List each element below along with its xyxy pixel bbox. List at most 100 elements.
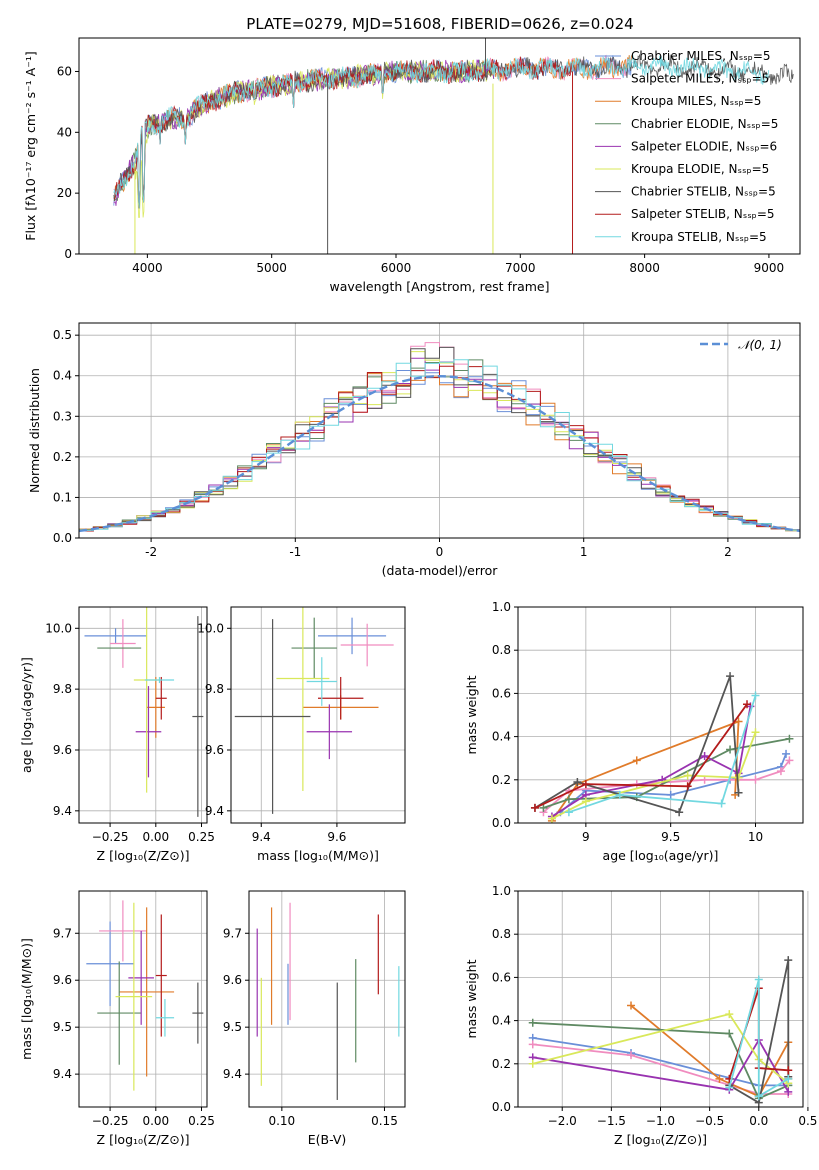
x-tick-label: 0.25 — [188, 830, 215, 844]
gaussian-curve — [79, 374, 800, 533]
y-tick-label: 0.5 — [53, 328, 72, 342]
y-tick-label: 9.8 — [205, 682, 224, 696]
mass-vs-metallicity-panel: −0.25 0.00 0.25 9.4 9.5 9.6 9.7 Z [log₁₀(Z/Z⊙)]… — [19, 890, 215, 1147]
y-tick-label: 0.6 — [492, 970, 511, 984]
legend-label-gaussian: 𝒩(0, 1) — [738, 338, 782, 352]
series-marker-chabrier-stelib — [784, 956, 793, 965]
plot-area — [234, 607, 394, 814]
series-marker-salpeter-miles — [785, 756, 794, 765]
series-marker-salpeter-stelib — [784, 1066, 793, 1075]
series-line-chabrier-stelib — [728, 959, 790, 1105]
axes-frame — [517, 606, 804, 824]
x-axis-label: wavelength [Angstrom, rest frame] — [329, 279, 549, 294]
series-marker-salpeter-miles — [776, 767, 785, 776]
series-marker-salpeter-elodie — [784, 1087, 793, 1096]
y-tick-label: 9.6 — [53, 743, 72, 757]
x-tick-label: 1 — [580, 545, 588, 559]
spectrum-panel: 4000 5000 6000 7000 8000 9000 0 20 40 60 wavelengt… — [23, 37, 801, 294]
x-tick-label: 0 — [436, 545, 444, 559]
series-marker-salpeter-stelib — [581, 780, 590, 789]
y-tick-label: 0.0 — [492, 816, 511, 830]
series-line-salpeter-stelib — [534, 703, 748, 809]
series-marker-chabrier-stelib — [734, 788, 743, 797]
x-tick-label: 2 — [724, 545, 732, 559]
y-tick-label: 10.0 — [197, 621, 224, 635]
y-tick-label: 0 — [64, 247, 72, 261]
y-tick-label: 0.0 — [492, 1100, 511, 1114]
x-tick-label: −1.0 — [646, 1114, 675, 1128]
legend-label-salpeter-stelib: Salpeter STELIB, Nₛₛₚ=5 — [631, 207, 775, 221]
x-axis-label: age [log₁₀(age/yr)] — [603, 848, 719, 863]
x-tick-label: 9000 — [754, 261, 785, 275]
y-tick-label: 0.0 — [53, 531, 72, 545]
axes-frame — [230, 606, 406, 824]
y-axis-label: mass [log₁₀(M/M⊙)] — [19, 938, 34, 1060]
y-tick-label: 20 — [57, 186, 72, 200]
series-marker-salpeter-stelib — [743, 700, 752, 709]
y-tick-label: 0.2 — [492, 773, 511, 787]
x-tick-label: 4000 — [132, 261, 163, 275]
plot-area — [79, 342, 800, 538]
spectrum-line-kroupa-stelib — [113, 54, 770, 209]
y-tick-label: 9.6 — [205, 743, 224, 757]
y-tick-label: 9.5 — [223, 1020, 242, 1034]
series-marker-kroupa-elodie — [725, 1010, 734, 1019]
x-tick-label: -1 — [289, 545, 301, 559]
series-marker-salpeter-miles — [528, 1040, 537, 1049]
series-marker-kroupa-stelib — [725, 1083, 734, 1092]
series-line-chabrier-stelib — [534, 675, 740, 814]
age-vs-metallicity-panel: −0.25 0.00 0.25 9.4 9.6 9.8 10.0 Z [log₁₀(Z/Z⊙)… — [19, 606, 215, 863]
x-tick-label: 10 — [748, 830, 763, 844]
y-axis-label: mass weight — [464, 675, 479, 754]
y-tick-label: 0.4 — [492, 730, 511, 744]
mass-weight-vs-age-panel: 9 9.5 10 0.0 0.2 0.4 0.6 0.8 1.0 age [log₁₀(age/y… — [464, 600, 804, 863]
series-line-kroupa-elodie — [551, 731, 757, 820]
series-marker-chabrier-elodie — [726, 745, 735, 754]
series-marker-kroupa-elodie — [683, 771, 692, 780]
series-marker-kroupa-stelib — [784, 1074, 793, 1083]
x-tick-label: −1.5 — [597, 1114, 626, 1128]
x-tick-label: 9.6 — [327, 830, 346, 844]
y-tick-label: 1.0 — [492, 600, 511, 614]
y-tick-label: 9.5 — [53, 1020, 72, 1034]
series-marker-kroupa-stelib — [754, 1092, 763, 1101]
spectrum-line-chabrier-stelib — [113, 54, 794, 209]
mass-vs-ebv-panel: 0.10 0.15 9.4 9.5 9.6 9.7 E(B-V) — [223, 890, 406, 1147]
x-tick-label: 5000 — [256, 261, 287, 275]
y-tick-label: 40 — [57, 125, 72, 139]
y-tick-label: 0.8 — [492, 927, 511, 941]
x-axis-label: Z [log₁₀(Z/Z⊙)] — [97, 1132, 190, 1147]
x-tick-label: 9.4 — [252, 830, 271, 844]
x-tick-label: 0.00 — [142, 1114, 169, 1128]
x-axis-label: Z [log₁₀(Z/Z⊙)] — [614, 1132, 707, 1147]
y-axis-label: age [log₁₀(age/yr)] — [19, 657, 34, 773]
y-tick-label: 9.4 — [53, 804, 72, 818]
x-tick-label: 0.00 — [142, 830, 169, 844]
y-tick-label: 9.7 — [53, 926, 72, 940]
series-marker-salpeter-stelib — [530, 803, 539, 812]
axes-frame — [78, 890, 208, 1108]
series-marker-salpeter-elodie — [700, 752, 709, 761]
series-marker-chabrier-elodie — [725, 1029, 734, 1038]
series-line-kroupa-stelib — [728, 979, 789, 1098]
legend-label-chabrier-stelib: Chabrier STELIB, Nₛₛₚ=5 — [631, 185, 776, 199]
series-marker-chabrier-stelib — [726, 672, 735, 681]
series-marker-kroupa-elodie — [751, 728, 760, 737]
legend-label-kroupa-stelib: Kroupa STELIB, Nₛₛₚ=5 — [631, 230, 767, 244]
y-tick-label: 0.2 — [53, 450, 72, 464]
x-tick-label: 0.5 — [798, 1114, 817, 1128]
y-tick-label: 0.8 — [492, 643, 511, 657]
series-marker-kroupa-stelib — [751, 691, 760, 700]
series-marker-salpeter-miles — [751, 775, 760, 784]
plot-area — [86, 900, 204, 1091]
series-marker-chabrier-elodie — [528, 1018, 537, 1027]
y-tick-label: 9.8 — [53, 682, 72, 696]
x-tick-label: 0.10 — [268, 1114, 295, 1128]
x-tick-label: 9.5 — [661, 830, 680, 844]
histogram-kroupa-stelib — [79, 359, 800, 538]
series-line-chabrier-miles — [532, 1037, 789, 1087]
y-tick-label: 60 — [57, 64, 72, 78]
y-tick-label: 9.4 — [53, 1067, 72, 1081]
y-tick-label: 0.2 — [492, 1057, 511, 1071]
